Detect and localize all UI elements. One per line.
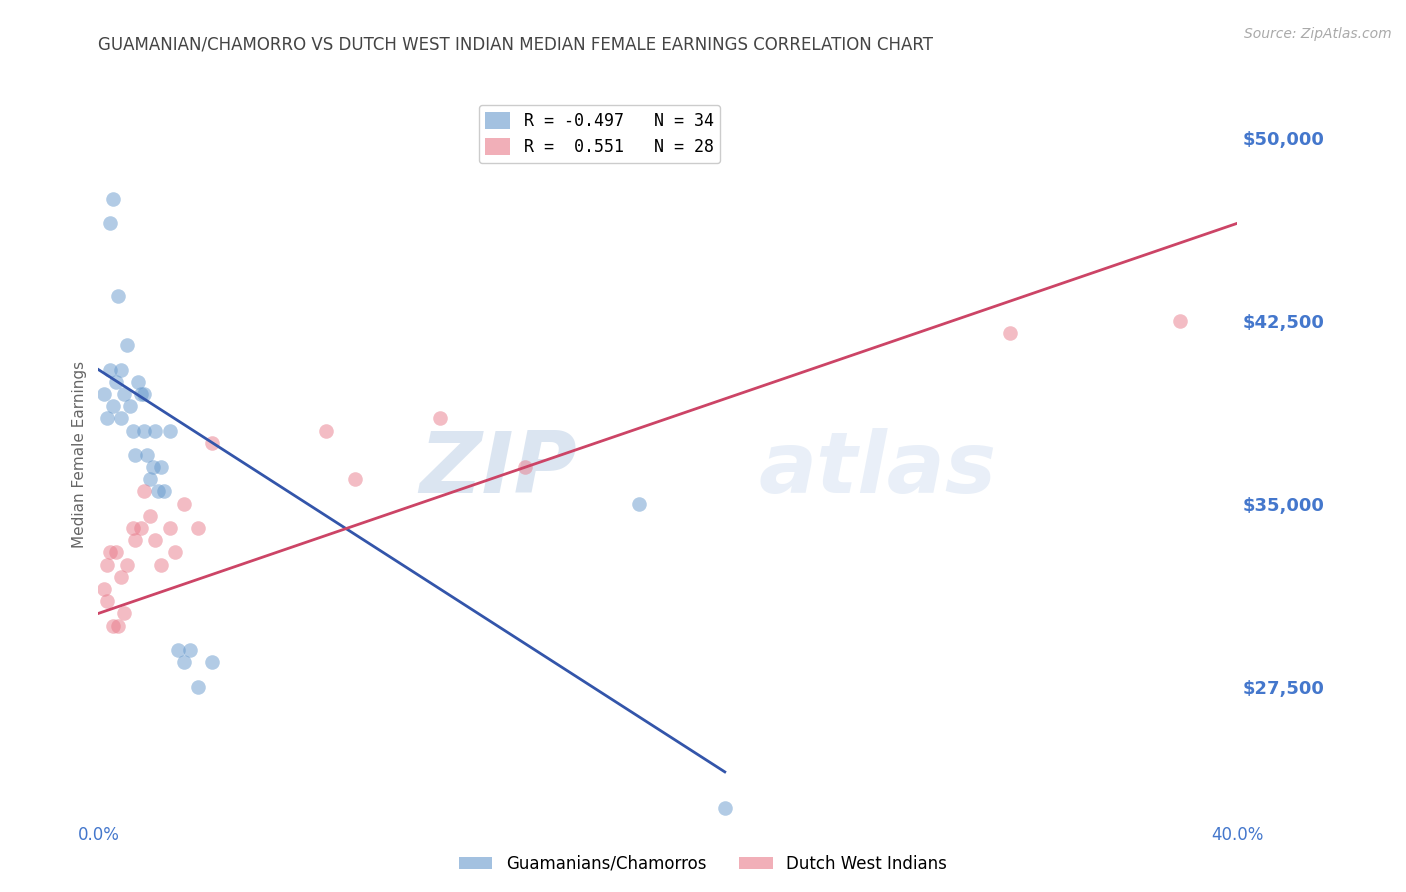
Point	[132, 484, 155, 499]
Point	[159, 521, 181, 535]
Point	[179, 643, 201, 657]
Point	[714, 801, 737, 815]
Point	[101, 399, 124, 413]
Point	[187, 521, 209, 535]
Legend: Guamanians/Chamorros, Dutch West Indians: Guamanians/Chamorros, Dutch West Indians	[453, 848, 953, 880]
Point	[98, 362, 121, 376]
Point	[104, 545, 127, 559]
Text: atlas: atlas	[759, 428, 997, 511]
Point	[129, 521, 152, 535]
Point	[153, 484, 176, 499]
Y-axis label: Median Female Earnings: Median Female Earnings	[72, 361, 87, 549]
Point	[93, 582, 115, 596]
Point	[110, 362, 132, 376]
Point	[112, 387, 135, 401]
Point	[145, 424, 167, 438]
Text: ZIP: ZIP	[419, 428, 576, 511]
Point	[173, 655, 195, 669]
Point	[124, 533, 146, 548]
Text: Source: ZipAtlas.com: Source: ZipAtlas.com	[1244, 27, 1392, 41]
Point	[98, 545, 121, 559]
Point	[201, 435, 224, 450]
Legend: R = -0.497   N = 34, R =  0.551   N = 28: R = -0.497 N = 34, R = 0.551 N = 28	[478, 105, 720, 163]
Point	[132, 424, 155, 438]
Point	[167, 643, 190, 657]
Point	[107, 618, 129, 632]
Text: GUAMANIAN/CHAMORRO VS DUTCH WEST INDIAN MEDIAN FEMALE EARNINGS CORRELATION CHART: GUAMANIAN/CHAMORRO VS DUTCH WEST INDIAN …	[98, 36, 934, 54]
Point	[96, 411, 118, 425]
Point	[110, 570, 132, 584]
Point	[121, 424, 143, 438]
Point	[145, 533, 167, 548]
Point	[201, 655, 224, 669]
Point	[138, 508, 160, 523]
Point	[141, 460, 163, 475]
Point	[135, 448, 157, 462]
Point	[187, 680, 209, 694]
Point	[165, 545, 187, 559]
Point	[343, 472, 366, 486]
Point	[101, 192, 124, 206]
Point	[138, 472, 160, 486]
Point	[115, 338, 138, 352]
Point	[132, 387, 155, 401]
Point	[118, 399, 141, 413]
Point	[628, 497, 651, 511]
Point	[96, 594, 118, 608]
Point	[96, 558, 118, 572]
Point	[121, 521, 143, 535]
Point	[150, 558, 173, 572]
Point	[101, 618, 124, 632]
Point	[173, 497, 195, 511]
Point	[115, 558, 138, 572]
Point	[93, 387, 115, 401]
Point	[1170, 314, 1192, 328]
Point	[98, 216, 121, 230]
Point	[429, 411, 451, 425]
Point	[107, 289, 129, 303]
Point	[110, 411, 132, 425]
Point	[315, 424, 337, 438]
Point	[127, 375, 149, 389]
Point	[124, 448, 146, 462]
Point	[148, 484, 170, 499]
Point	[150, 460, 173, 475]
Point	[998, 326, 1021, 340]
Point	[112, 607, 135, 621]
Point	[129, 387, 152, 401]
Point	[159, 424, 181, 438]
Point	[104, 375, 127, 389]
Point	[515, 460, 537, 475]
